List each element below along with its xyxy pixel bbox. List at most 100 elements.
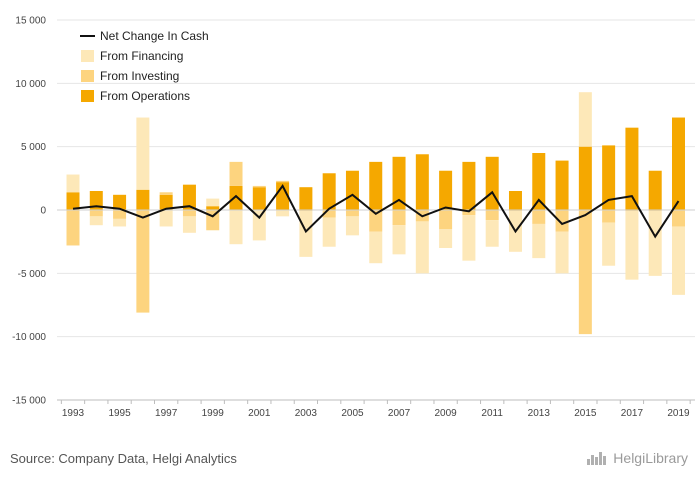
- bar-from-operations: [89, 191, 103, 210]
- y-axis: 15 000 10 000 5 000 0 -5 000 -10 000 -15 000: [12, 16, 46, 407]
- bar-from-investing: [555, 210, 569, 232]
- bar-from-operations: [602, 145, 616, 210]
- y-tick-label: 5 000: [21, 142, 46, 153]
- x-tick-label: 2011: [481, 408, 503, 419]
- footer: [0, 440, 700, 483]
- bar-from-operations: [182, 184, 196, 210]
- bar-from-investing: [276, 180, 290, 183]
- bar-from-investing: [602, 210, 616, 223]
- bar-from-financing: [66, 174, 80, 193]
- bar-from-operations: [415, 154, 429, 210]
- cash-flow-chart: 15 000 10 000 5 000 0 -5 000 -10 000 -15 000 1…: [12, 16, 695, 419]
- legend-swatch: [81, 50, 94, 62]
- bar-from-investing: [66, 210, 80, 246]
- source-note: Source: Company Data, Helgi Analytics: [10, 451, 237, 466]
- bar-from-investing: [392, 210, 406, 226]
- y-tick-label: -10 000: [12, 332, 46, 343]
- bar-from-financing: [625, 211, 639, 280]
- x-tick-label: 2015: [574, 408, 597, 419]
- bar-from-financing: [113, 218, 127, 227]
- bar-from-operations: [532, 153, 546, 210]
- x-tick-label: 2017: [621, 408, 644, 419]
- x-tick-label: 1993: [62, 408, 85, 419]
- bar-from-operations: [66, 192, 80, 210]
- bar-from-investing: [322, 210, 336, 218]
- bar-chart-logo-icon: [587, 452, 607, 465]
- bar-from-operations: [672, 117, 685, 210]
- bar-from-financing: [89, 216, 103, 226]
- bar-from-operations: [369, 161, 383, 210]
- bar-from-financing: [299, 211, 313, 257]
- bar-from-operations: [392, 156, 406, 210]
- bar-from-operations: [578, 146, 592, 210]
- bar-from-investing: [485, 210, 499, 221]
- bar-from-operations: [299, 187, 313, 210]
- bar-from-investing: [136, 210, 150, 313]
- bar-from-operations: [485, 156, 499, 210]
- bar-from-financing: [369, 231, 383, 264]
- x-tick-label: 2009: [434, 408, 457, 419]
- brand-name: HelgiLibrary: [613, 450, 688, 466]
- bar-from-investing: [252, 185, 266, 188]
- bar-from-operations: [462, 161, 476, 210]
- bar-from-operations: [345, 170, 359, 210]
- bar-from-investing: [113, 210, 127, 219]
- bars-group: [66, 92, 685, 335]
- bar-from-operations: [625, 127, 639, 210]
- bar-from-investing: [89, 210, 103, 217]
- y-tick-label: 0: [40, 206, 46, 217]
- bar-from-operations: [252, 187, 266, 210]
- bar-from-investing: [532, 210, 546, 224]
- bar-from-financing: [648, 211, 662, 276]
- bar-from-investing: [578, 210, 592, 335]
- legend-swatch: [81, 90, 94, 102]
- bar-from-investing: [345, 210, 359, 217]
- legend-label: Net Change In Cash: [100, 29, 209, 43]
- net-change-line-group: [72, 184, 680, 239]
- net-change-line: [72, 184, 680, 239]
- bar-from-financing: [206, 198, 220, 207]
- bar-from-financing: [276, 210, 290, 217]
- bar-from-financing: [439, 229, 453, 248]
- x-tick-label: 2005: [341, 408, 364, 419]
- bar-from-investing: [229, 161, 243, 186]
- bar-from-financing: [392, 225, 406, 255]
- bar-from-investing: [462, 210, 476, 216]
- bar-from-financing: [532, 223, 546, 259]
- bar-from-operations: [229, 185, 243, 210]
- brand-logo: HelgiLibrary: [586, 450, 688, 466]
- bar-from-financing: [578, 92, 592, 147]
- x-tick-label: 2003: [295, 408, 318, 419]
- bar-from-financing: [602, 222, 616, 266]
- bar-from-investing: [672, 210, 685, 227]
- bar-from-operations: [508, 191, 522, 210]
- bar-from-operations: [555, 160, 569, 210]
- x-tick-label: 2007: [388, 408, 411, 419]
- bar-from-financing: [136, 117, 150, 190]
- x-tick-label: 1995: [108, 408, 131, 419]
- bar-from-financing: [415, 221, 429, 274]
- legend: Net Change In Cash From Financing From Inv…: [80, 29, 209, 103]
- bar-from-financing: [485, 220, 499, 247]
- bar-from-financing: [345, 216, 359, 236]
- x-tick-label: 1999: [202, 408, 225, 419]
- bar-from-financing: [159, 210, 173, 227]
- bar-from-operations: [439, 170, 453, 210]
- x-axis: 1993 1995 1997 1999 2001 2003 2005 2007 2009 2011…: [57, 399, 695, 419]
- y-tick-label: -15 000: [12, 396, 46, 407]
- x-tick-label: 1997: [155, 408, 178, 419]
- bar-from-investing: [182, 210, 196, 217]
- bar-from-financing: [462, 215, 476, 261]
- bar-from-financing: [672, 226, 685, 295]
- bar-from-operations: [159, 194, 173, 210]
- legend-swatch: [81, 70, 94, 82]
- x-tick-label: 2013: [528, 408, 551, 419]
- legend-label: From Financing: [100, 49, 183, 63]
- x-tick-label: 2019: [667, 408, 690, 419]
- y-tick-label: 10 000: [15, 79, 46, 90]
- bar-from-investing: [625, 210, 639, 212]
- bar-from-investing: [369, 210, 383, 232]
- bar-from-financing: [322, 217, 336, 247]
- bar-from-operations: [648, 170, 662, 210]
- bar-from-financing: [555, 231, 569, 274]
